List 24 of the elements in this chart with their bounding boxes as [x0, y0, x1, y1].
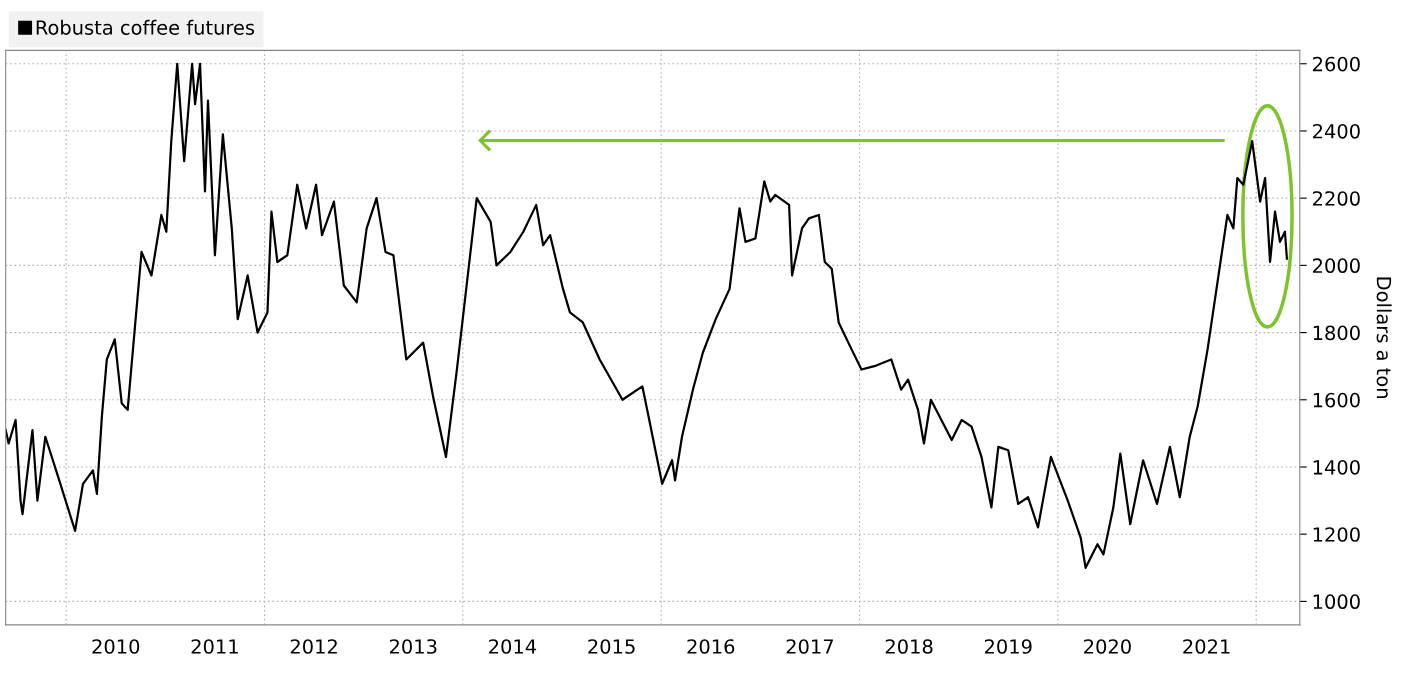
x-tick-label: 2020: [1084, 639, 1131, 654]
y-tick-label: 2200: [1313, 191, 1360, 206]
y-tick-label: 2400: [1313, 123, 1360, 139]
y-tick-label: 2000: [1313, 258, 1360, 274]
x-tick-label: 2018: [885, 639, 933, 654]
legend-label: Robusta coffee futures: [36, 19, 255, 35]
y-tick-label: 1200: [1313, 527, 1360, 542]
x-tick-label: 2017: [786, 639, 833, 654]
y-tick-label: 1400: [1313, 459, 1360, 475]
y-tick-label: 1800: [1313, 325, 1360, 341]
x-tick-label: 2012: [290, 639, 337, 654]
line-series: [5, 62, 1289, 569]
x-tick-label: 2010: [92, 639, 140, 654]
x-tick-label: 2019: [984, 639, 1032, 654]
x-tick-label: 2015: [588, 639, 635, 654]
x-tick-label: 2021: [1183, 639, 1230, 654]
y-tick-label: 2600: [1313, 56, 1360, 72]
y-tick-label: 1600: [1313, 392, 1360, 408]
x-tick-label: 2013: [389, 639, 437, 654]
x-tick-label: 2014: [489, 639, 537, 654]
x-tick-label: 2011: [191, 639, 238, 654]
y-tick-label: 1000: [1313, 594, 1360, 610]
y-axis-title: Dollars a ton: [1376, 277, 1392, 398]
x-tick-label: 2016: [687, 639, 735, 654]
